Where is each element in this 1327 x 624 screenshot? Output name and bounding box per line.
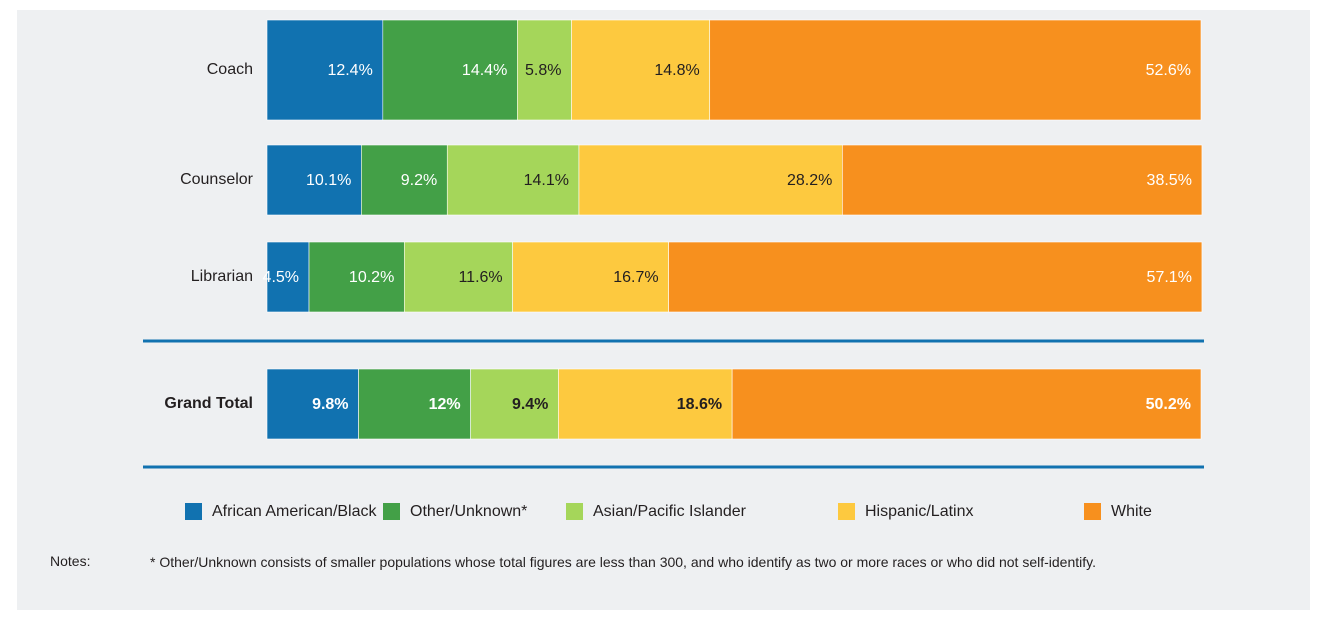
y-tick-label: Coach [207, 61, 253, 78]
bar-segment [266, 19, 384, 121]
bar-segment [512, 241, 669, 313]
notes-label: Notes: [50, 553, 91, 569]
legend-label: White [1111, 503, 1152, 520]
legend-swatch [383, 503, 400, 520]
bar-segment [403, 241, 513, 313]
data-label: 10.2% [349, 269, 394, 286]
data-label: 50.2% [1146, 396, 1191, 413]
data-label: 12.4% [327, 62, 372, 79]
bar-segment [361, 144, 448, 216]
data-label: 14.4% [462, 62, 507, 79]
legend-swatch [838, 503, 855, 520]
data-label: 52.6% [1146, 62, 1191, 79]
bar-segment [446, 144, 580, 216]
data-label: 14.1% [524, 172, 569, 189]
y-tick-label: Grand Total [164, 395, 253, 412]
data-label: 5.8% [525, 62, 561, 79]
y-tick-label: Librarian [191, 268, 253, 285]
data-label: 9.2% [401, 172, 437, 189]
data-label: 9.4% [512, 396, 548, 413]
data-label: 38.5% [1147, 172, 1192, 189]
bar-segment [558, 368, 733, 440]
bar-segment [517, 19, 572, 121]
data-label: 4.5% [263, 269, 299, 286]
legend-label: Asian/Pacific Islander [593, 503, 747, 520]
legend-swatch [566, 503, 583, 520]
bar-segment [842, 144, 1203, 216]
data-label: 16.7% [613, 269, 658, 286]
notes-text: * Other/Unknown consists of smaller popu… [150, 554, 1096, 570]
data-label: 18.6% [677, 396, 722, 413]
bar-segment [358, 368, 471, 440]
data-label: 12% [429, 396, 461, 413]
legend-swatch [1084, 503, 1101, 520]
bar-segment [266, 144, 362, 216]
y-tick-label: Counselor [180, 171, 254, 188]
data-label: 9.8% [312, 396, 348, 413]
bar-segment [571, 19, 711, 121]
legend-swatch [185, 503, 202, 520]
data-label: 28.2% [787, 172, 832, 189]
bar-segment [709, 19, 1202, 121]
bar-segment [266, 368, 359, 440]
data-label: 14.8% [654, 62, 699, 79]
bar-segment [382, 19, 518, 121]
bar-segment [470, 368, 559, 440]
data-label: 10.1% [306, 172, 351, 189]
data-label: 11.6% [458, 269, 502, 286]
bar-segment [266, 241, 310, 313]
bar-segment [668, 241, 1203, 313]
legend-label: Hispanic/Latinx [865, 503, 974, 520]
legend-label: African American/Black [212, 503, 378, 520]
legend-label: Other/Unknown* [410, 503, 527, 520]
bar-segment [731, 368, 1202, 440]
bar-segment [308, 241, 405, 313]
data-label: 57.1% [1147, 269, 1192, 286]
